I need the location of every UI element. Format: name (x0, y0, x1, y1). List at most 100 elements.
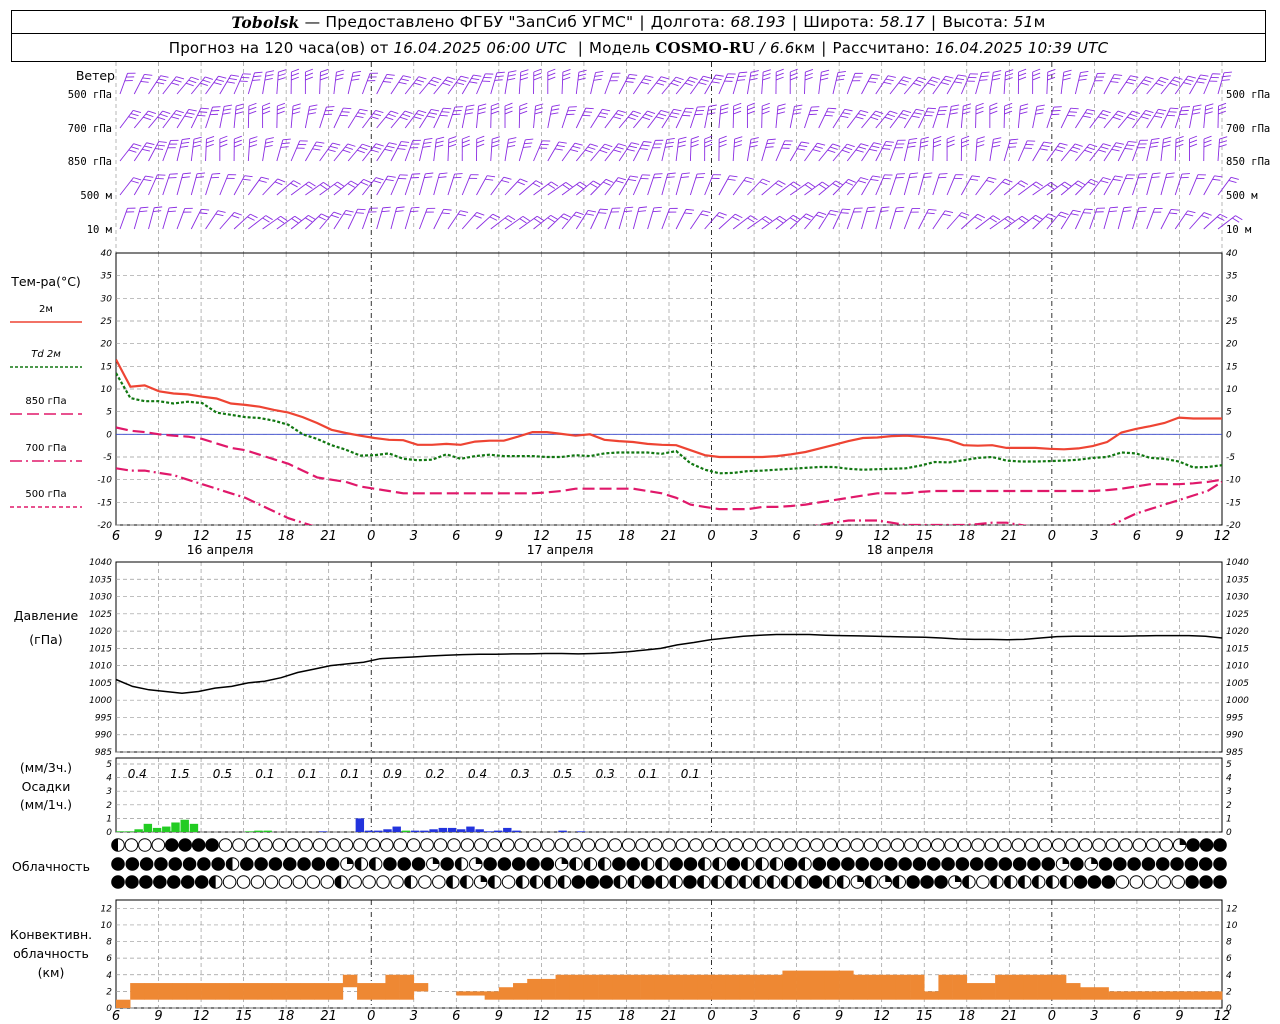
wind-barb-flag (945, 75, 954, 79)
wind-barb-flag (628, 178, 637, 182)
cloud-symbol (353, 838, 367, 852)
wind-barb-flag (884, 144, 893, 147)
wind-barb-shaft (319, 71, 321, 95)
wind-barb-flag (363, 178, 372, 183)
wind-barb-flag (1218, 102, 1227, 107)
wind-barb-shaft (461, 106, 467, 129)
wind-barb-flag (454, 173, 463, 175)
cloud-symbol (211, 857, 225, 871)
cloud-symbol-fill (698, 857, 705, 871)
y-tick-label: 985 (95, 748, 112, 758)
wind-barb-flag (1132, 110, 1140, 115)
y-tick-label: -5 (1226, 453, 1235, 463)
wind-barb-flag (504, 106, 513, 111)
wind-barb-shaft (447, 106, 456, 129)
wind-barb-flag (577, 77, 586, 81)
wind-barb-flag (1009, 142, 1018, 145)
wind-barb-flag (593, 180, 601, 186)
x-tick-label: 0 (1048, 1009, 1056, 1024)
wind-barb-flag (418, 76, 427, 80)
wind-barb-flag (478, 107, 486, 111)
wind-barb-flag (222, 112, 231, 115)
precip-bar (493, 830, 503, 832)
wind-barb-shaft (918, 209, 929, 230)
wind-barb-flag (1151, 176, 1160, 179)
wind-barb-flag (318, 216, 326, 221)
conv-bar (158, 983, 174, 1000)
wind-barb-shaft (804, 142, 818, 162)
wind-barb-flag (805, 68, 814, 73)
wind-barb-shaft (347, 109, 361, 129)
model-name: COSMO-RU (655, 38, 755, 57)
cloud-symbol (514, 838, 528, 852)
wind-barb-flag (477, 111, 486, 115)
cloud-symbol (254, 857, 268, 871)
precip-bar (410, 830, 420, 832)
precip-3h-label: 0.2 (425, 767, 444, 781)
cloud-symbol (702, 838, 717, 852)
x-tick-label: 9 (835, 1009, 843, 1024)
conv-bar (583, 974, 599, 1000)
conv-bar (144, 983, 159, 1000)
wind-barb-flag (840, 212, 849, 214)
y-tick-label: 1030 (89, 593, 112, 603)
conv-bar (1009, 974, 1024, 1000)
x-tick-label: 3 (410, 529, 418, 544)
wind-barb-flag (911, 115, 920, 118)
precip-bar (420, 830, 429, 832)
wind-barb-flag (597, 115, 606, 118)
wind-level-label: 700 гПа (68, 123, 112, 135)
wind-barb-shaft (205, 173, 213, 196)
wind-barb-flag (547, 72, 556, 77)
wind-barb-shaft (219, 174, 229, 196)
wind-barb-shaft (561, 142, 576, 162)
wind-barb-flag (1221, 79, 1230, 81)
cloud-symbol (406, 838, 421, 852)
conv-bar (1066, 983, 1081, 1000)
wind-barb-flag (993, 137, 1002, 140)
wind-barb-flag (698, 82, 707, 86)
wind-barb-flag (1137, 210, 1146, 213)
wind-barb-flag (277, 106, 285, 111)
wind-barb-flag (1004, 110, 1013, 115)
wind-barb-flag (320, 68, 329, 73)
wind-barb-flag (1138, 206, 1147, 209)
wind-barb-flag (250, 213, 258, 219)
wind-barb-flag (1072, 146, 1081, 150)
cloud-symbol (285, 838, 300, 852)
wind-barb-shaft (504, 178, 521, 196)
x-tick-label: 12 (873, 529, 890, 544)
wind-barb-flag (309, 104, 318, 107)
wind-barb-shaft (518, 139, 526, 162)
wind-barb-shaft (1146, 208, 1156, 230)
wind-barb-flag (308, 181, 316, 187)
wind-barb-shaft (732, 139, 736, 162)
wind-barb-flag (1007, 146, 1017, 148)
wind-barb-flag (228, 78, 237, 81)
wind-barb-flag (385, 178, 394, 182)
y-tick-label: 2 (106, 987, 112, 997)
wind-barb-flag (430, 79, 439, 84)
legend-label: Td 2м (31, 349, 61, 360)
wind-barb-shaft (476, 175, 488, 196)
wind-barb-flag (926, 111, 935, 113)
wind-barb-flag (818, 211, 827, 215)
wind-barb-flag (761, 110, 770, 115)
cloud-symbol (1146, 838, 1160, 852)
wind-barb-flag (277, 178, 286, 183)
legend-label: 850 гПа (25, 396, 66, 407)
y-tick-label: 5 (1226, 408, 1232, 418)
wind-barb-flag (1074, 183, 1083, 188)
conv-bar (1080, 987, 1095, 1000)
wind-barb-flag (1087, 181, 1096, 186)
cloud-symbol (541, 838, 555, 852)
conv-bar (357, 983, 372, 1000)
cloud-symbol (268, 857, 283, 871)
wind-barb-flag (1035, 181, 1044, 187)
conv-bar (966, 983, 982, 1000)
forecast-from: 16.04.2025 06:00 UTC (393, 38, 567, 57)
wind-barb-flag (519, 106, 528, 111)
wind-barb-flag (1047, 72, 1056, 77)
cloud-symbol (1199, 875, 1213, 889)
wind-barb-flag (224, 104, 233, 107)
